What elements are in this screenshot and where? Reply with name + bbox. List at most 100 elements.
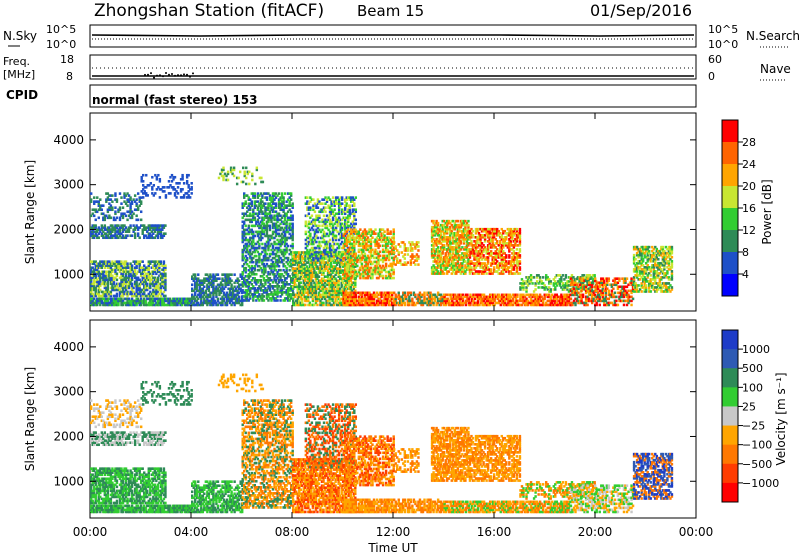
data-cell bbox=[243, 220, 246, 224]
data-cell bbox=[102, 204, 105, 208]
data-cell bbox=[244, 285, 247, 288]
data-cell bbox=[249, 228, 252, 232]
data-cell bbox=[244, 297, 247, 300]
data-cell bbox=[139, 299, 143, 303]
data-cell bbox=[264, 228, 267, 232]
data-cell bbox=[265, 230, 269, 234]
data-cell bbox=[187, 186, 190, 189]
data-cell bbox=[252, 276, 255, 280]
data-cell bbox=[141, 292, 144, 296]
data-cell bbox=[223, 172, 227, 176]
data-cell bbox=[258, 224, 261, 228]
freq-tick-top: 18 bbox=[60, 53, 74, 66]
data-cell bbox=[93, 278, 96, 282]
data-cell bbox=[109, 262, 113, 266]
data-cell bbox=[164, 274, 167, 278]
data-cell bbox=[103, 262, 107, 266]
data-cell bbox=[155, 272, 158, 276]
data-cell bbox=[120, 274, 123, 278]
data-cell bbox=[225, 273, 229, 276]
data-cell bbox=[347, 228, 350, 231]
data-cell bbox=[115, 301, 119, 305]
data-cell bbox=[309, 232, 312, 236]
data-cell bbox=[354, 252, 358, 256]
data-cell bbox=[267, 270, 270, 274]
data-cell bbox=[228, 291, 232, 295]
data-cell bbox=[121, 230, 125, 233]
data-cell bbox=[109, 274, 113, 278]
data-cell bbox=[264, 208, 267, 212]
data-cell bbox=[118, 218, 122, 222]
data-cell bbox=[240, 297, 244, 301]
data-cell bbox=[192, 277, 195, 281]
data-cell bbox=[156, 236, 160, 240]
data-cell bbox=[153, 297, 157, 301]
data-cell bbox=[100, 299, 104, 303]
data-cell bbox=[142, 179, 145, 183]
data-cell bbox=[127, 226, 131, 229]
data-cell bbox=[185, 192, 189, 195]
data-cell bbox=[143, 226, 146, 229]
data-cell bbox=[109, 224, 113, 227]
data-cell bbox=[102, 264, 105, 268]
data-cell bbox=[279, 299, 282, 302]
data-cell bbox=[210, 285, 214, 289]
data-cell bbox=[127, 297, 131, 301]
data-cell bbox=[152, 272, 155, 276]
data-cell bbox=[129, 282, 132, 286]
data-cell bbox=[157, 173, 160, 177]
data-cell bbox=[127, 282, 131, 286]
data-cell bbox=[236, 301, 239, 305]
data-cell bbox=[265, 297, 269, 300]
data-cell bbox=[241, 232, 244, 236]
data-cell bbox=[143, 224, 146, 227]
data-cell bbox=[236, 293, 239, 297]
data-cell bbox=[253, 266, 257, 270]
data-cell bbox=[156, 286, 160, 290]
data-cell bbox=[239, 289, 242, 293]
data-cell bbox=[141, 280, 144, 284]
data-cell bbox=[249, 266, 252, 270]
data-cell bbox=[206, 293, 209, 297]
data-cell bbox=[141, 230, 144, 233]
data-cell bbox=[237, 301, 241, 305]
data-cell bbox=[374, 232, 377, 235]
data-cell bbox=[102, 290, 105, 294]
data-cell bbox=[173, 303, 176, 307]
data-cell bbox=[93, 230, 96, 233]
data-cell bbox=[252, 256, 255, 260]
data-cell bbox=[139, 200, 143, 203]
data-cell bbox=[114, 268, 117, 272]
data-cell bbox=[139, 288, 143, 292]
data-cell bbox=[105, 232, 108, 235]
data-cell bbox=[261, 196, 264, 199]
data-cell bbox=[147, 266, 150, 270]
data-cell bbox=[135, 280, 138, 284]
data-cell bbox=[250, 200, 253, 203]
data-cell bbox=[143, 228, 146, 231]
data-cell bbox=[183, 303, 187, 307]
data-cell bbox=[164, 284, 167, 288]
data-cell bbox=[249, 281, 252, 284]
data-cell bbox=[253, 272, 257, 276]
data-cell bbox=[146, 268, 149, 272]
data-cell bbox=[149, 276, 152, 280]
data-cell bbox=[173, 194, 177, 197]
data-cell bbox=[103, 216, 107, 220]
data-cell bbox=[147, 234, 150, 238]
data-cell bbox=[249, 256, 252, 260]
data-cell bbox=[209, 303, 212, 307]
data-cell bbox=[244, 289, 247, 292]
data-cell bbox=[117, 224, 120, 227]
data-cell bbox=[91, 303, 94, 307]
data-cell bbox=[153, 276, 157, 280]
data-cell bbox=[216, 287, 220, 291]
data-cell bbox=[130, 288, 134, 292]
data-cell bbox=[191, 277, 194, 281]
data-cell bbox=[184, 192, 187, 195]
data-cell bbox=[233, 289, 236, 293]
data-cell bbox=[149, 228, 152, 231]
data-cell bbox=[231, 172, 234, 176]
data-cell bbox=[93, 196, 96, 199]
data-cell bbox=[228, 301, 232, 305]
